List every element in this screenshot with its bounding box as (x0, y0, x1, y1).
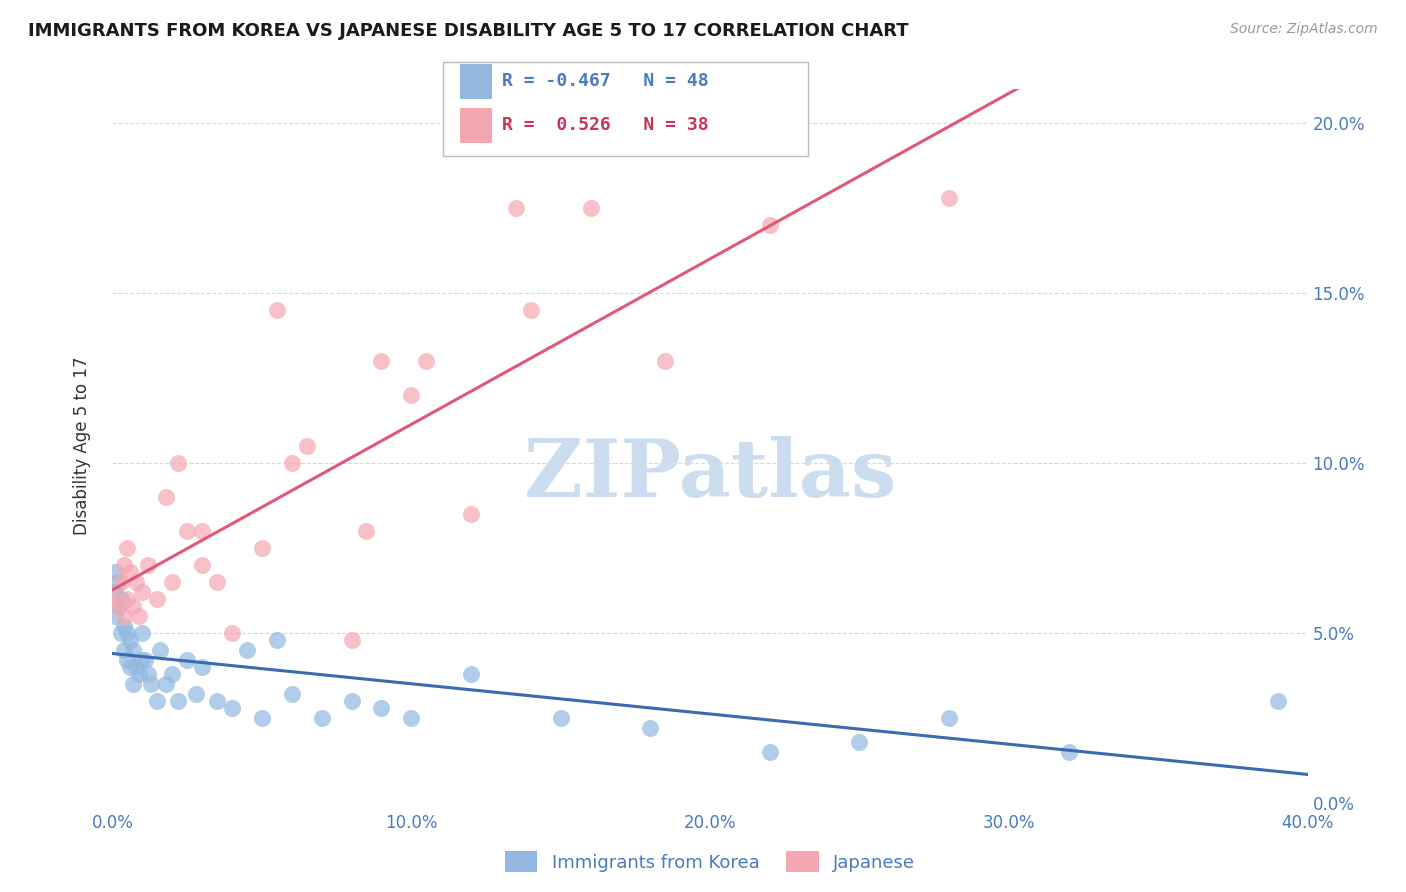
Point (114, 619, 135, 633)
Point (370, 354, 392, 368)
Point (460, 666, 482, 681)
Point (114, 608, 135, 623)
Point (104, 591, 127, 606)
Point (104, 585, 127, 599)
Point (579, 201, 602, 215)
Point (155, 490, 177, 504)
Point (370, 700, 392, 714)
Point (167, 694, 190, 708)
Point (128, 666, 150, 681)
Point (236, 643, 259, 657)
Point (117, 541, 139, 555)
Point (117, 653, 139, 667)
Point (149, 643, 172, 657)
Point (221, 700, 243, 714)
Point (107, 574, 129, 589)
Point (191, 524, 214, 538)
Point (311, 711, 333, 725)
Point (176, 524, 198, 538)
Point (107, 599, 129, 613)
Text: R =  0.526   N = 38: R = 0.526 N = 38 (502, 116, 709, 134)
Point (250, 711, 273, 725)
Point (120, 565, 142, 579)
Point (295, 439, 318, 453)
Point (191, 558, 214, 572)
Point (110, 626, 132, 640)
Point (131, 585, 153, 599)
Point (162, 574, 183, 589)
Text: ZIPatlas: ZIPatlas (524, 435, 896, 514)
Point (117, 626, 139, 640)
Point (104, 565, 127, 579)
Point (114, 643, 135, 657)
Point (128, 608, 150, 623)
Point (162, 666, 183, 681)
Point (550, 711, 572, 725)
Point (120, 632, 142, 647)
Point (167, 456, 190, 470)
Point (250, 541, 273, 555)
Point (938, 191, 960, 205)
Point (415, 354, 437, 368)
Point (654, 354, 676, 368)
Point (186, 687, 208, 701)
Point (122, 599, 145, 613)
Point (138, 666, 160, 681)
Point (340, 694, 363, 708)
Text: R = -0.467   N = 48: R = -0.467 N = 48 (502, 72, 709, 90)
Point (205, 574, 228, 589)
Point (141, 677, 163, 691)
Point (134, 653, 156, 667)
Point (848, 734, 870, 748)
Point (266, 632, 288, 647)
Point (107, 599, 129, 613)
Point (122, 677, 145, 691)
Point (104, 608, 127, 623)
Point (759, 745, 782, 759)
Point (114, 558, 135, 572)
Point (131, 653, 153, 667)
Text: Source: ZipAtlas.com: Source: ZipAtlas.com (1230, 22, 1378, 37)
Point (120, 660, 142, 674)
Point (1057, 745, 1080, 759)
Point (110, 574, 132, 589)
Point (281, 687, 304, 701)
Point (356, 524, 378, 538)
Point (138, 558, 160, 572)
Legend: Immigrants from Korea, Japanese: Immigrants from Korea, Japanese (498, 844, 922, 880)
Point (125, 574, 148, 589)
Text: IMMIGRANTS FROM KOREA VS JAPANESE DISABILITY AGE 5 TO 17 CORRELATION CHART: IMMIGRANTS FROM KOREA VS JAPANESE DISABI… (28, 22, 908, 40)
Point (125, 660, 148, 674)
Point (638, 721, 662, 735)
Point (191, 660, 214, 674)
Point (146, 591, 169, 606)
Y-axis label: Disability Age 5 to 17: Disability Age 5 to 17 (73, 357, 91, 535)
Point (759, 218, 782, 232)
Point (110, 591, 132, 606)
Point (176, 653, 198, 667)
Point (266, 303, 288, 318)
Point (281, 456, 304, 470)
Point (1267, 694, 1289, 708)
Point (155, 677, 177, 691)
Point (340, 632, 363, 647)
Point (460, 507, 482, 521)
Point (401, 388, 423, 402)
Point (221, 626, 243, 640)
Point (205, 694, 228, 708)
Point (131, 626, 153, 640)
Point (938, 711, 960, 725)
Point (146, 694, 169, 708)
Point (401, 711, 423, 725)
Point (520, 303, 543, 318)
Point (117, 591, 139, 606)
Point (505, 201, 527, 215)
Point (122, 643, 145, 657)
